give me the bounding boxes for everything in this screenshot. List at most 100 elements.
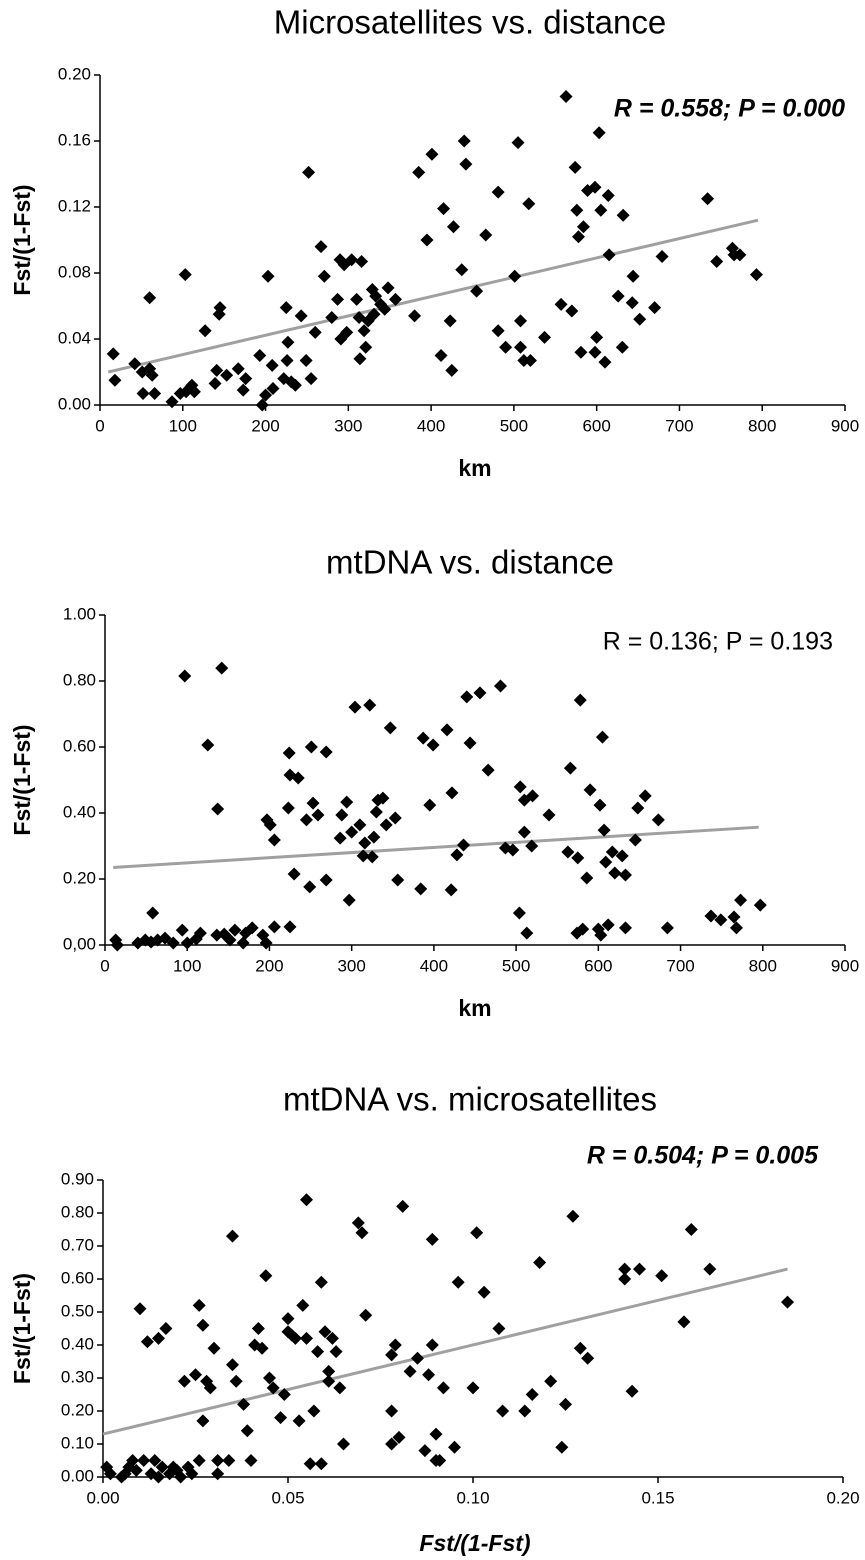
- data-point: [593, 798, 607, 812]
- data-point: [571, 851, 585, 865]
- trend-line: [102, 1267, 788, 1436]
- data-point: [175, 923, 189, 937]
- data-point: [376, 791, 390, 805]
- data-point: [155, 1460, 169, 1474]
- data-point: [677, 1315, 691, 1329]
- data-point: [265, 358, 279, 372]
- data-point: [437, 202, 451, 216]
- data-point: [369, 805, 383, 819]
- data-point: [518, 1404, 532, 1418]
- x-tick-label: 800: [748, 416, 776, 435]
- data-point: [710, 254, 724, 268]
- annotation: R = 0.504; P = 0.005: [587, 1142, 819, 1170]
- data-point: [236, 383, 250, 397]
- data-point: [463, 736, 477, 750]
- data-point: [533, 1256, 547, 1269]
- data-point: [356, 849, 370, 863]
- data-point: [470, 284, 484, 298]
- data-point: [196, 1414, 210, 1428]
- data-point: [319, 745, 333, 759]
- y-tick-label: 0.12: [58, 196, 91, 215]
- data-point: [753, 898, 767, 912]
- data-point: [353, 818, 367, 832]
- data-point: [355, 254, 369, 268]
- data-point: [425, 147, 439, 161]
- x-tick-label: 500: [502, 956, 530, 975]
- data-point: [308, 325, 322, 339]
- x-tick-label: 0.20: [826, 1488, 859, 1507]
- x-axis-label: Fst/(1-Fst): [419, 1530, 530, 1556]
- data-point: [618, 1262, 632, 1276]
- data-point: [466, 1381, 480, 1395]
- data-point: [350, 292, 364, 306]
- data-point: [506, 843, 520, 857]
- data-point: [379, 818, 393, 832]
- data-point: [137, 1454, 151, 1467]
- data-point: [353, 352, 367, 366]
- data-point: [259, 1269, 273, 1283]
- data-point: [303, 880, 317, 894]
- data-point: [198, 324, 212, 338]
- data-point: [277, 1388, 291, 1401]
- y-tick-label: 0.90: [61, 1169, 94, 1188]
- x-tick-label: 600: [584, 956, 612, 975]
- data-point: [311, 1345, 325, 1359]
- data-point: [365, 850, 379, 864]
- data-point: [626, 269, 640, 283]
- data-point: [426, 738, 440, 752]
- data-point: [201, 738, 215, 752]
- data-point: [638, 789, 652, 803]
- data-point: [520, 926, 534, 940]
- data-point: [378, 302, 392, 316]
- data-point: [563, 761, 577, 775]
- data-point: [259, 388, 273, 402]
- data-point: [329, 1345, 343, 1359]
- data-point: [178, 669, 192, 683]
- data-point: [103, 1467, 117, 1481]
- data-point: [300, 1193, 313, 1207]
- data-point: [187, 385, 201, 399]
- data-point: [215, 661, 229, 675]
- data-point: [383, 721, 397, 735]
- data-point: [152, 1470, 165, 1484]
- data-point: [158, 931, 172, 945]
- data-point: [592, 126, 606, 140]
- data-point: [648, 301, 662, 315]
- data-point: [525, 1388, 539, 1401]
- data-point: [226, 1358, 239, 1372]
- data-point: [434, 349, 448, 362]
- data-point: [211, 802, 225, 816]
- data-point: [391, 873, 405, 887]
- data-point: [433, 1454, 447, 1467]
- x-tick-label: 300: [334, 416, 362, 435]
- data-point: [425, 1338, 439, 1352]
- data-point: [749, 268, 763, 282]
- x-tick-label: 0.05: [271, 1488, 304, 1507]
- data-point: [602, 248, 616, 262]
- data-point: [418, 1444, 432, 1458]
- data-point: [601, 918, 615, 932]
- data-point: [470, 1226, 484, 1240]
- x-axis-label: km: [458, 455, 491, 481]
- data-point: [192, 1454, 206, 1467]
- data-point: [193, 926, 207, 940]
- data-point: [319, 873, 333, 887]
- data-point: [300, 1331, 313, 1345]
- data-point: [459, 157, 473, 171]
- data-point: [581, 1351, 595, 1365]
- data-point: [291, 771, 305, 785]
- y-tick-label: 0.16: [58, 130, 91, 149]
- data-point: [210, 363, 224, 377]
- data-point: [655, 250, 669, 263]
- data-point: [331, 292, 345, 306]
- data-point: [511, 136, 525, 150]
- y-tick-label: 0,00: [63, 934, 96, 953]
- data-point: [302, 165, 316, 179]
- y-tick-label: 0.60: [61, 1268, 94, 1287]
- data-point: [279, 301, 293, 315]
- data-point: [299, 353, 313, 367]
- y-tick-label: 0.00: [58, 394, 91, 413]
- x-tick-label: 0: [95, 416, 104, 435]
- y-tick-label: 0.40: [61, 1334, 94, 1353]
- data-point: [590, 330, 604, 344]
